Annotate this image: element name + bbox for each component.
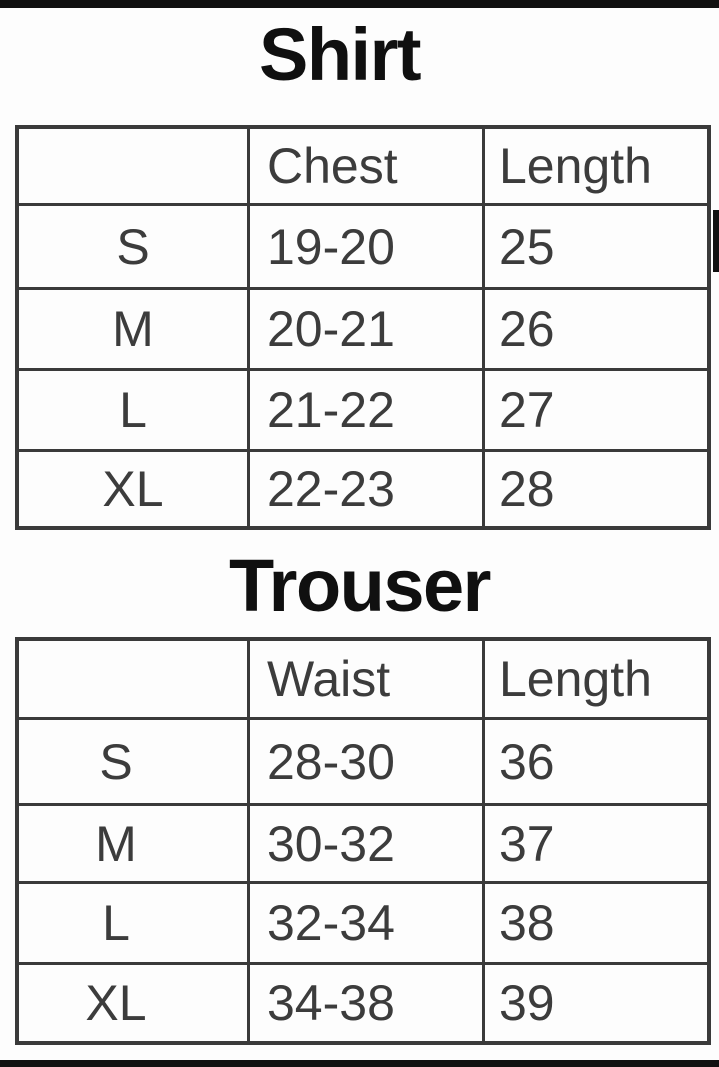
trouser-row-xl-length: 39 [499,975,555,1031]
trouser-row-m-length: 37 [485,806,707,884]
shirt-header-chest: Chest [250,129,485,206]
trouser-row-s-length: 36 [485,720,707,806]
shirt-header-length: Length [485,129,707,206]
shirt-header-blank [19,129,250,206]
bottom-edge-bar [0,1060,719,1067]
trouser-row-l-size: L [19,884,250,965]
shirt-row-l-length: 27 [485,371,707,452]
trouser-header-blank [19,641,250,720]
trouser-row-s-size: S [19,720,250,806]
shirt-section-title: Shirt [258,13,422,96]
shirt-row-l-size: L [19,371,250,452]
top-edge-bar [0,0,719,8]
trouser-header-waist: Waist [250,641,485,720]
shirt-row-m-size: M [19,290,250,371]
trouser-row-m-size: M [19,806,250,884]
shirt-row-s-chest: 19-20 [250,206,485,290]
trouser-section-title: Trouser [229,544,491,627]
shirt-row-xl-size: XL [19,452,250,526]
shirt-row-s-size: S [19,206,250,290]
shirt-row-m-chest: 20-21 [250,290,485,371]
trouser-row-l-length: 38 [485,884,707,965]
trouser-row-xl-size: XL [19,965,250,1041]
shirt-row-xl-length: 28 [499,461,555,517]
scrollbar-thumb[interactable] [713,210,719,272]
trouser-row-m-waist: 30-32 [250,806,485,884]
trouser-row-s-waist: 28-30 [250,720,485,806]
shirt-row-s-length: 25 [485,206,707,290]
shirt-size-table: Chest Length S 19-20 25 M 20-21 26 L 21-… [15,125,711,530]
shirt-row-m-length: 26 [485,290,707,371]
shirt-row-xl-chest: 22-23 [250,452,485,526]
trouser-row-l-waist: 32-34 [250,884,485,965]
shirt-row-l-chest: 21-22 [250,371,485,452]
trouser-row-xl-waist: 34-38 [250,965,485,1041]
trouser-header-length: Length [485,641,707,720]
trouser-size-table: Waist Length S 28-30 36 M 30-32 37 L 32-… [15,637,711,1045]
